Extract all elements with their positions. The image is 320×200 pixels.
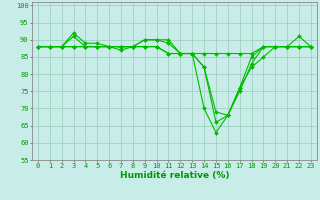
X-axis label: Humidité relative (%): Humidité relative (%) [120, 171, 229, 180]
